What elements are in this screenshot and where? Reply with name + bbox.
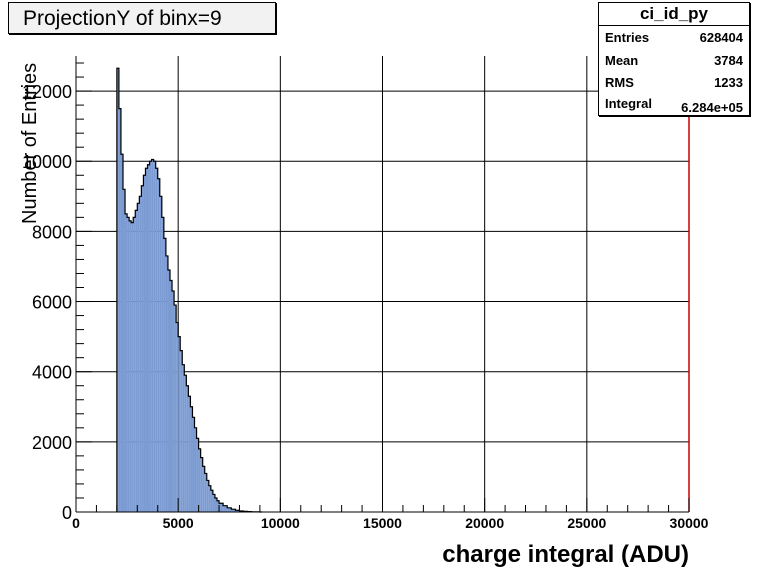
x-tick-label: 0 xyxy=(72,515,80,531)
histogram-bar xyxy=(172,291,175,512)
histogram-bar xyxy=(194,427,197,512)
histogram-bar xyxy=(159,196,162,513)
x-axis-title: charge integral (ADU) xyxy=(442,541,689,568)
histogram-bar xyxy=(174,305,177,512)
stats-row-mean: Mean 3784 xyxy=(599,49,749,72)
histogram-bar xyxy=(120,154,123,512)
stats-value: 3784 xyxy=(714,52,743,68)
x-tick-label: 10000 xyxy=(261,515,300,531)
histogram-bar xyxy=(131,222,134,512)
histogram-bar xyxy=(155,168,158,512)
stats-row-integral: Integral 6.284e+05 xyxy=(599,94,749,117)
stats-key: RMS xyxy=(605,75,634,90)
tick-labels: 0 5000 10000 15000 20000 25000 30000 0 2000 4000 6… xyxy=(22,82,709,531)
histogram-bar xyxy=(118,108,121,512)
histogram-bar xyxy=(188,396,191,512)
stats-name: ci_id_py xyxy=(599,3,749,26)
histogram-bar xyxy=(143,175,146,512)
histogram-bar xyxy=(151,159,154,512)
histogram-bar xyxy=(202,466,205,512)
histogram-bar xyxy=(153,161,156,512)
histogram-bar xyxy=(169,280,173,512)
x-tick-label: 25000 xyxy=(567,515,606,531)
stats-key: Mean xyxy=(605,52,639,68)
histogram-bar xyxy=(137,203,140,513)
histogram-bar xyxy=(141,185,144,513)
histogram-bar xyxy=(145,168,148,512)
y-tick-label: 2000 xyxy=(32,433,72,453)
histogram-bar xyxy=(139,196,142,513)
chart-title-text: ProjectionY of binx=9 xyxy=(23,7,222,30)
y-axis-title: Number of Entries xyxy=(19,63,41,224)
stats-key: Entries xyxy=(605,30,650,45)
histogram-bar xyxy=(182,364,185,512)
histogram-bar xyxy=(210,490,213,512)
x-tick-label: 20000 xyxy=(465,515,504,531)
histogram-bar xyxy=(184,375,187,512)
histogram-bar xyxy=(235,510,240,512)
y-tick-label: 0 xyxy=(62,503,72,523)
stats-value: 628404 xyxy=(699,30,743,45)
histogram-bar xyxy=(192,417,195,512)
histogram-bar xyxy=(231,509,236,512)
histogram-bar xyxy=(135,210,138,513)
histogram-bar xyxy=(122,189,126,513)
histogram-bar xyxy=(219,503,224,512)
histogram-bar xyxy=(198,448,201,512)
stats-row-entries: Entries 628404 xyxy=(599,26,749,49)
histogram-bars xyxy=(76,67,689,513)
histogram-bar xyxy=(190,406,193,512)
stats-value: 6.284e+05 xyxy=(681,99,743,115)
stats-row-rms: RMS 1233 xyxy=(599,71,749,94)
histogram-bar xyxy=(214,497,217,512)
histogram-bar xyxy=(227,507,232,512)
stats-key: Integral xyxy=(605,95,652,111)
histogram-outline xyxy=(116,67,263,513)
histogram-bar xyxy=(178,336,181,512)
histogram-bar xyxy=(208,485,211,512)
y-tick-label: 4000 xyxy=(32,363,72,383)
stats-value: 1233 xyxy=(714,75,743,90)
histogram-bar xyxy=(186,385,189,512)
x-tick-label: 30000 xyxy=(670,515,709,531)
histogram-bar xyxy=(133,217,136,512)
histogram-bar xyxy=(125,213,128,512)
histogram-bar xyxy=(167,269,170,512)
histogram-bar xyxy=(165,255,168,512)
histogram-bar xyxy=(196,438,199,512)
y-tick-label: 10000 xyxy=(22,152,72,172)
histogram-bar xyxy=(127,217,130,512)
histogram-bar xyxy=(223,505,228,512)
y-tick-label: 12000 xyxy=(22,82,72,102)
histogram-bar xyxy=(161,217,164,512)
histogram-bar xyxy=(206,480,209,512)
x-tick-label: 15000 xyxy=(363,515,402,531)
chart-title: ProjectionY of binx=9 xyxy=(8,2,276,34)
histogram-bar xyxy=(176,322,179,512)
y-tick-label: 8000 xyxy=(32,222,72,242)
axis-ticks xyxy=(75,62,690,513)
histogram-bar xyxy=(204,473,207,512)
histogram-bar xyxy=(163,238,166,512)
histogram-bar xyxy=(180,350,183,512)
x-tick-label: 5000 xyxy=(163,515,194,531)
y-tick-label: 6000 xyxy=(32,293,72,313)
histogram-bar xyxy=(157,178,160,512)
histogram-bar xyxy=(129,220,132,512)
histogram-bar xyxy=(216,500,220,512)
histogram-bar xyxy=(149,161,152,512)
histogram-bar xyxy=(116,68,119,513)
histogram-bar xyxy=(200,457,203,512)
histogram-bar xyxy=(212,494,215,512)
stats-box: ci_id_py Entries 628404 Mean 3784 RMS 12… xyxy=(598,2,750,116)
histogram-bar xyxy=(147,164,150,512)
